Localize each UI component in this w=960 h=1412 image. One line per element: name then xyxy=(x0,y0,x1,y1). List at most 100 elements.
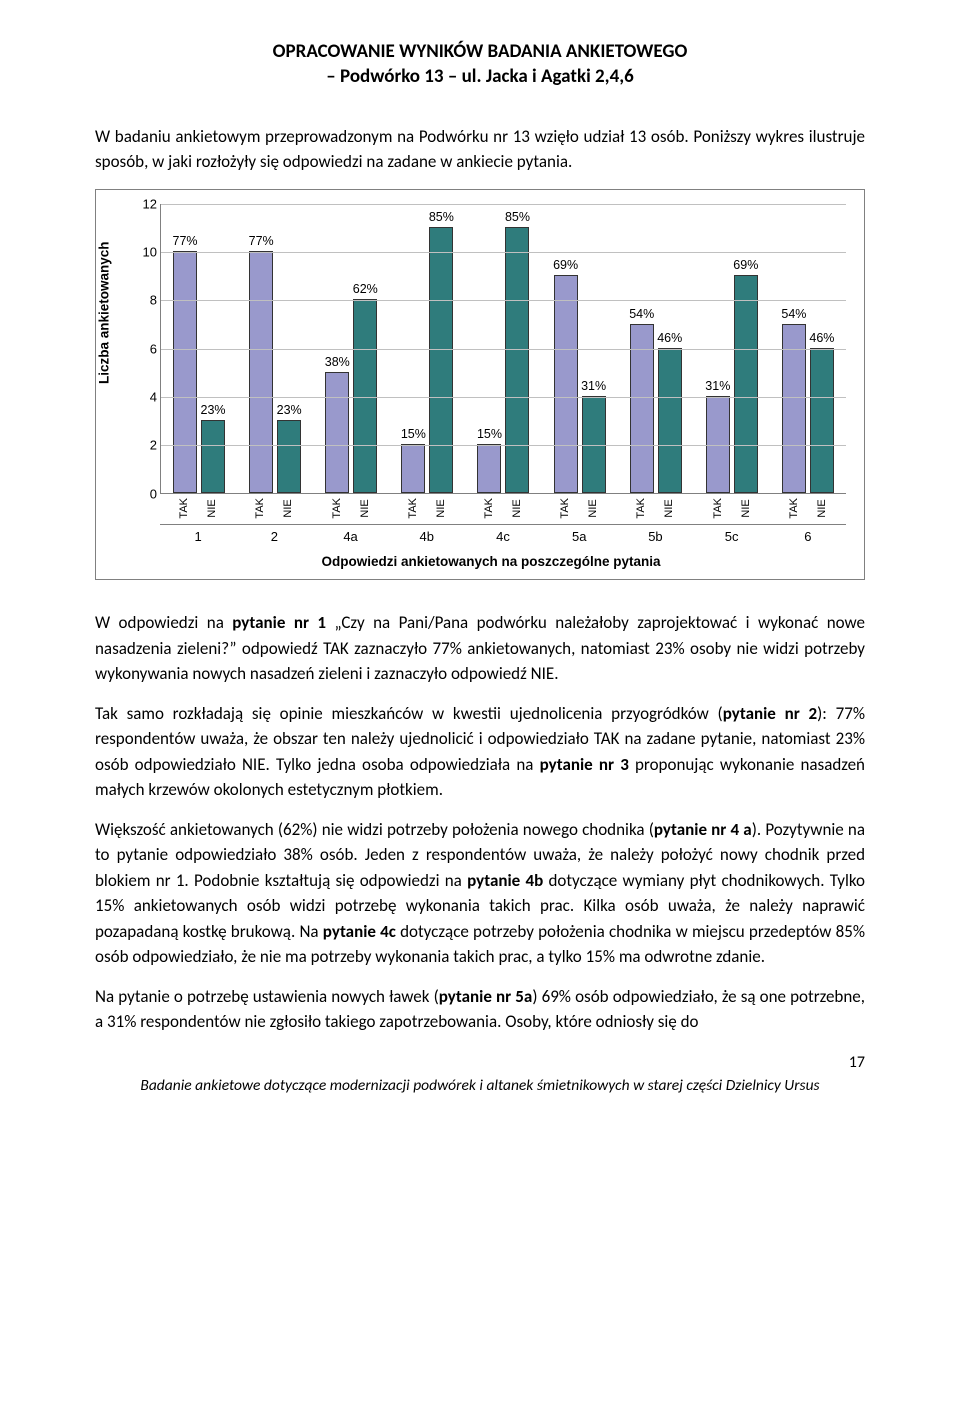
bar-nie: 85% xyxy=(429,227,453,493)
x-category-label: 5b xyxy=(617,524,693,544)
bar-pct-label: 15% xyxy=(477,427,502,441)
y-tick-label: 8 xyxy=(133,293,157,308)
y-axis-label: Liczba ankietowanych xyxy=(97,242,112,385)
bar-pct-label: 54% xyxy=(629,307,654,321)
bold-text: pytanie 4c xyxy=(323,921,396,942)
x-subcat-label: NIE xyxy=(810,498,834,519)
x-subcat-label: TAK xyxy=(782,498,806,519)
x-category-label: 4a xyxy=(312,524,388,544)
bar-pct-label: 23% xyxy=(277,403,302,417)
bar-nie: 23% xyxy=(201,420,225,493)
y-tick-label: 4 xyxy=(133,390,157,405)
bar-pct-label: 15% xyxy=(401,427,426,441)
x-subcat-label: NIE xyxy=(200,498,224,519)
gridline xyxy=(161,397,846,398)
intro-paragraph: W badaniu ankietowym przeprowadzonym na … xyxy=(95,124,865,175)
bar-tak: 15% xyxy=(477,444,501,492)
bar-pct-label: 46% xyxy=(809,331,834,345)
x-subcat-label: NIE xyxy=(429,498,453,519)
bold-text: pytanie nr 5a xyxy=(439,986,533,1007)
paragraph-q2-q3: Tak samo rozkładają się opinie mieszkańc… xyxy=(95,701,865,803)
page: OPRACOWANIE WYNIKÓW BADANIA ANKIETOWEGO … xyxy=(0,0,960,1125)
y-tick-label: 2 xyxy=(133,438,157,453)
y-tick-label: 10 xyxy=(133,245,157,260)
chart-plot-area: 77%23%77%23%38%62%15%85%15%85%69%31%54%4… xyxy=(160,204,846,494)
x-subcat-label: TAK xyxy=(172,498,196,519)
x-subcat-label: TAK xyxy=(325,498,349,519)
bold-text: pytanie nr 2 xyxy=(723,703,817,724)
x-subcat-label: TAK xyxy=(629,498,653,519)
x-subcat-label: NIE xyxy=(734,498,758,519)
gridline xyxy=(161,300,846,301)
x-subcat-label: NIE xyxy=(505,498,529,519)
text: Tak samo rozkładają się opinie mieszkańc… xyxy=(95,703,723,724)
bold-text: pytanie nr 4 a xyxy=(654,819,752,840)
paragraph-q1: W odpowiedzi na pytanie nr 1 „Czy na Pan… xyxy=(95,610,865,687)
x-category-label: 4c xyxy=(465,524,541,544)
x-subcat-label: NIE xyxy=(657,498,681,519)
bar-pct-label: 77% xyxy=(173,234,198,248)
bar-tak: 77% xyxy=(173,251,197,493)
x-subcat-label: NIE xyxy=(276,498,300,519)
bar-tak: 69% xyxy=(554,275,578,493)
bar-nie: 46% xyxy=(658,348,682,493)
x-group: TAKNIE 1 xyxy=(160,494,236,545)
paragraph-q4: Większość ankietowanych (62%) nie widzi … xyxy=(95,817,865,970)
x-subcat-label: TAK xyxy=(553,498,577,519)
x-subcat-label: TAK xyxy=(248,498,272,519)
x-category-label: 5c xyxy=(694,524,770,544)
bar-pct-label: 85% xyxy=(505,210,530,224)
gridline xyxy=(161,204,846,205)
bar-pct-label: 54% xyxy=(781,307,806,321)
bar-nie: 46% xyxy=(810,348,834,493)
bar-pct-label: 31% xyxy=(705,379,730,393)
x-axis: TAKNIE1TAKNIE2TAKNIE4aTAKNIE4bTAKNIE4cTA… xyxy=(160,494,846,545)
bar-pct-label: 69% xyxy=(553,258,578,272)
x-group: TAKNIE 6 xyxy=(770,494,846,545)
text: Większość ankietowanych (62%) nie widzi … xyxy=(95,819,654,840)
bar-pct-label: 23% xyxy=(201,403,226,417)
paragraph-q5: Na pytanie o potrzebę ustawienia nowych … xyxy=(95,984,865,1035)
bar-nie: 69% xyxy=(734,275,758,493)
bar-pct-label: 77% xyxy=(249,234,274,248)
x-subcat-label: NIE xyxy=(581,498,605,519)
x-subcat-label: TAK xyxy=(401,498,425,519)
bar-nie: 85% xyxy=(505,227,529,493)
x-axis-caption: Odpowiedzi ankietowanych na poszczególne… xyxy=(136,554,846,569)
bar-nie: 23% xyxy=(277,420,301,493)
bar-tak: 38% xyxy=(325,372,349,493)
x-group: TAKNIE 5b xyxy=(617,494,693,545)
bar-pct-label: 38% xyxy=(325,355,350,369)
x-subcat-label: TAK xyxy=(477,498,501,519)
text: W odpowiedzi na xyxy=(95,612,232,633)
bar-pct-label: 31% xyxy=(581,379,606,393)
x-group: TAKNIE 2 xyxy=(236,494,312,545)
y-tick-label: 6 xyxy=(133,341,157,356)
gridline xyxy=(161,252,846,253)
gridline xyxy=(161,349,846,350)
y-tick-label: 0 xyxy=(133,486,157,501)
page-title-line2: – Podwórko 13 – ul. Jacka i Agatki 2,4,6 xyxy=(95,65,865,88)
bar-chart: Liczba ankietowanych 77%23%77%23%38%62%1… xyxy=(95,189,865,581)
bold-text: pytanie nr 3 xyxy=(540,754,629,775)
x-subcat-label: TAK xyxy=(706,498,730,519)
x-category-label: 2 xyxy=(236,524,312,544)
x-category-label: 1 xyxy=(160,524,236,544)
bar-pct-label: 85% xyxy=(429,210,454,224)
x-group: TAKNIE 4b xyxy=(389,494,465,545)
x-category-label: 5a xyxy=(541,524,617,544)
bold-text: pytanie nr 1 xyxy=(232,612,326,633)
gridline xyxy=(161,445,846,446)
page-number: 17 xyxy=(95,1053,865,1072)
x-group: TAKNIE4a xyxy=(312,494,388,545)
x-category-label: 6 xyxy=(770,524,846,544)
footer-text: Badanie ankietowe dotyczące modernizacji… xyxy=(95,1076,865,1095)
x-category-label: 4b xyxy=(389,524,465,544)
bar-tak: 77% xyxy=(249,251,273,493)
y-tick-label: 12 xyxy=(133,196,157,211)
bar-pct-label: 62% xyxy=(353,282,378,296)
bar-nie: 62% xyxy=(353,299,377,492)
bar-pct-label: 46% xyxy=(657,331,682,345)
x-group: TAKNIE 4c xyxy=(465,494,541,545)
bar-tak: 15% xyxy=(401,444,425,492)
